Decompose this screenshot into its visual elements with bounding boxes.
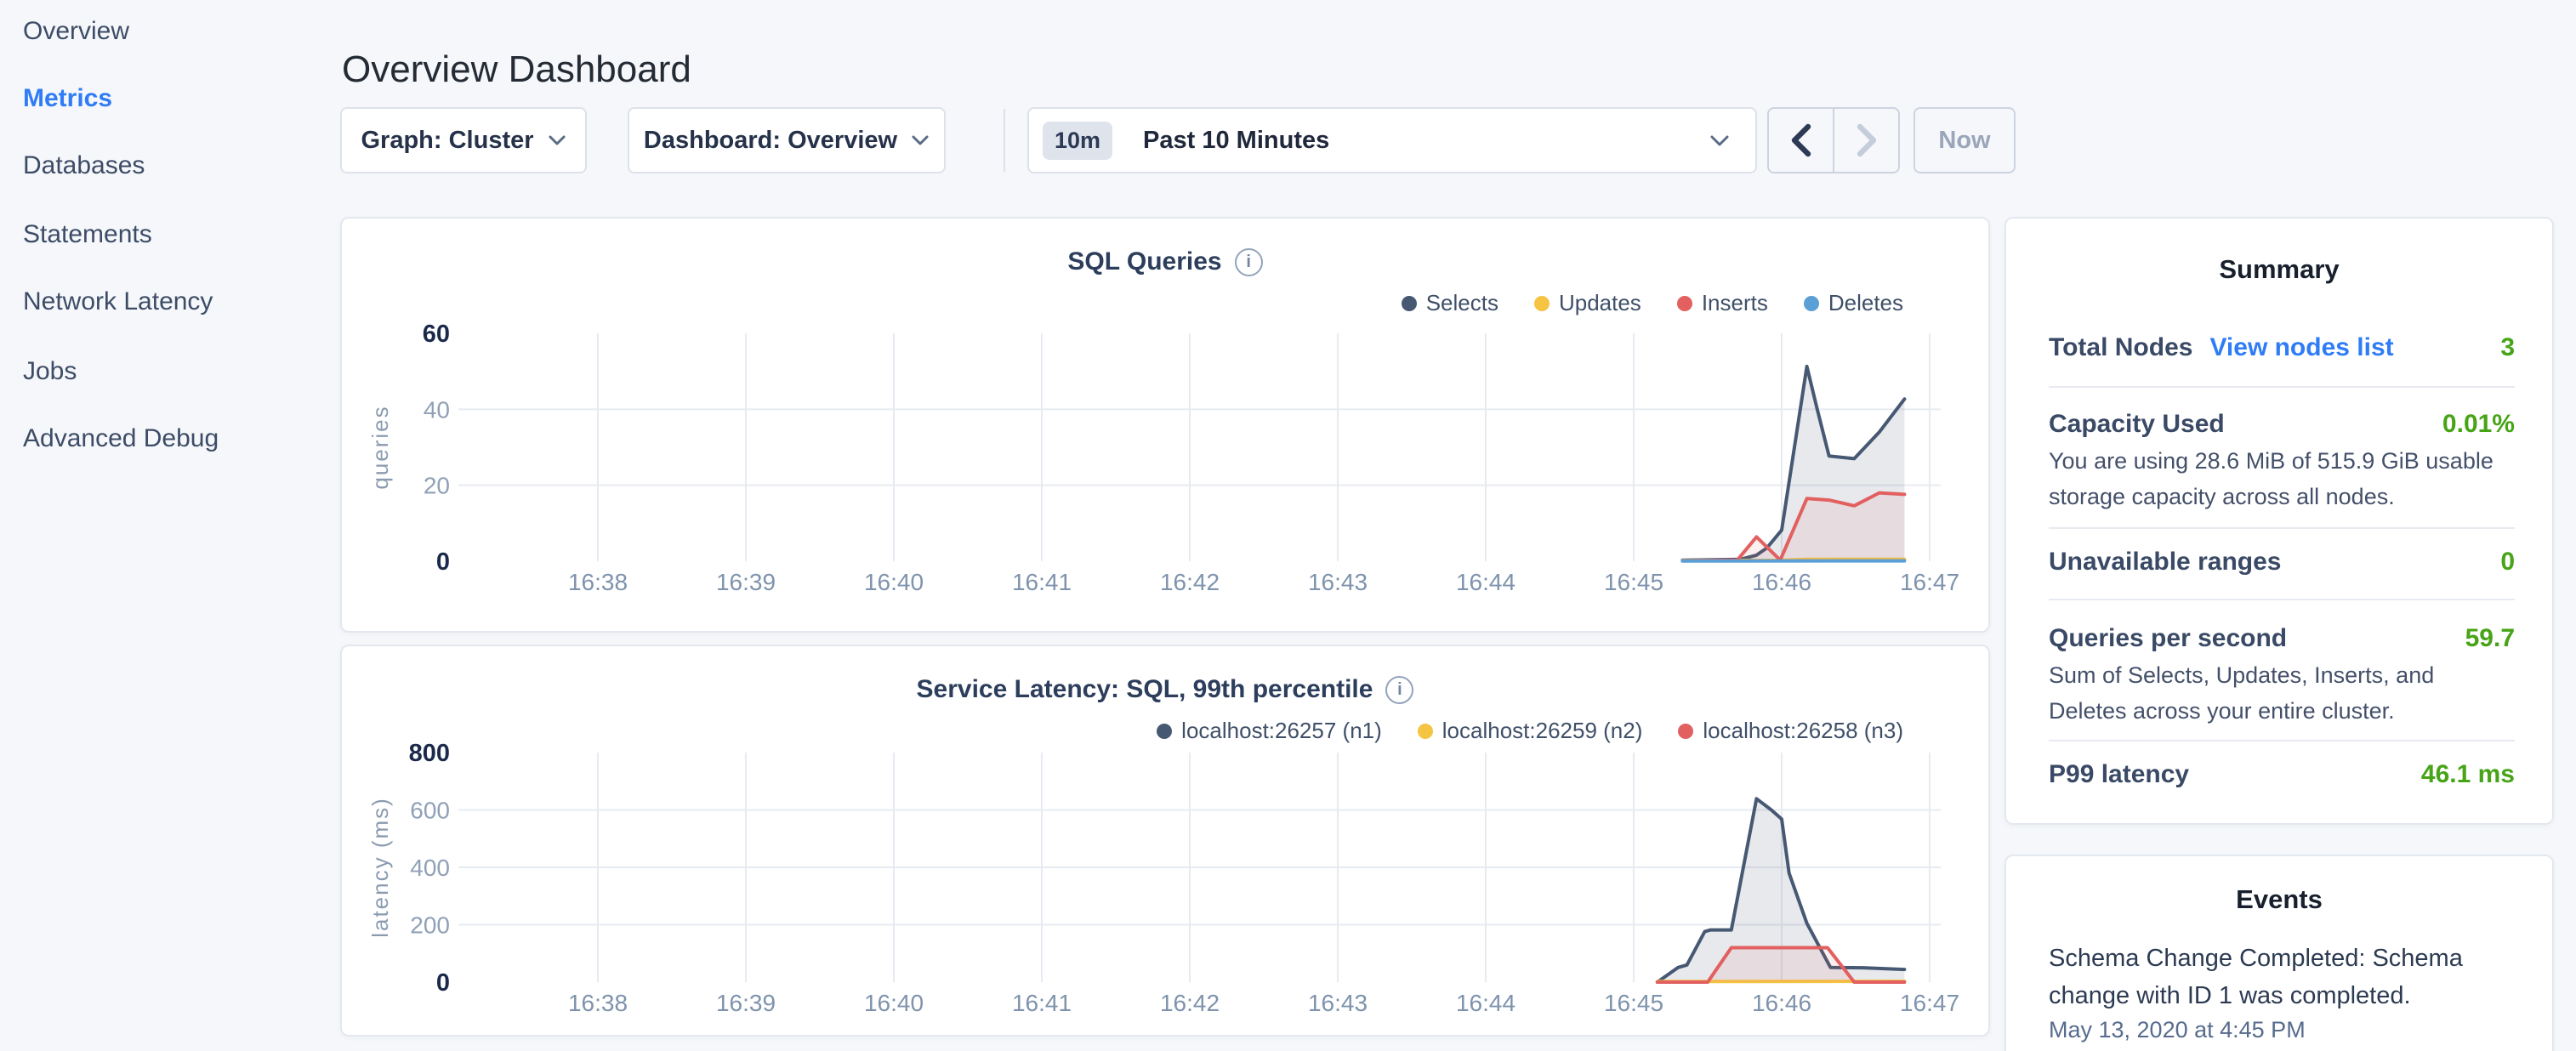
divider <box>2049 599 2515 600</box>
event-item-timestamp: May 13, 2020 at 4:45 PM <box>2049 1017 2306 1043</box>
svg-text:400: 400 <box>410 855 450 881</box>
view-nodes-list-link[interactable]: View nodes list <box>2209 333 2393 362</box>
summary-row-unavailable-ranges: Unavailable ranges 0 <box>2049 548 2515 577</box>
svg-text:16:44: 16:44 <box>1456 569 1515 595</box>
summary-value: 3 <box>2500 333 2515 362</box>
svg-text:16:38: 16:38 <box>568 569 628 595</box>
summary-value: 0.01% <box>2442 410 2515 439</box>
svg-text:16:45: 16:45 <box>1604 990 1663 1016</box>
service-latency-chart-card: Service Latency: SQL, 99th percentile i … <box>340 645 1990 1037</box>
svg-text:16:38: 16:38 <box>568 990 628 1016</box>
svg-text:40: 40 <box>424 396 450 423</box>
summary-label: Unavailable ranges <box>2049 548 2281 577</box>
summary-value: 46.1 ms <box>2421 760 2515 789</box>
previous-time-window-button[interactable] <box>1769 109 1833 172</box>
svg-text:0: 0 <box>436 969 450 997</box>
svg-text:16:40: 16:40 <box>864 569 924 595</box>
summary-label: P99 latency <box>2049 760 2189 789</box>
svg-text:60: 60 <box>423 321 450 348</box>
chevron-down-icon <box>1709 134 1730 147</box>
svg-text:600: 600 <box>410 798 450 824</box>
svg-text:0: 0 <box>436 548 450 576</box>
divider <box>2049 386 2515 388</box>
svg-text:800: 800 <box>409 740 450 767</box>
dashboard-dropdown[interactable]: Dashboard: Overview <box>628 107 946 173</box>
divider <box>2049 740 2515 741</box>
sidebar-item-overview[interactable]: Overview <box>23 16 129 47</box>
chevron-right-icon <box>1856 123 1878 157</box>
svg-text:16:42: 16:42 <box>1160 990 1220 1016</box>
event-item-text[interactable]: Schema Change Completed: Schema change w… <box>2049 940 2516 1014</box>
chevron-left-icon <box>1790 123 1812 157</box>
graph-scope-dropdown-label: Graph: Cluster <box>361 127 533 155</box>
time-window-badge: 10m <box>1043 122 1112 160</box>
summary-description: Sum of Selects, Updates, Inserts, and De… <box>2049 657 2518 729</box>
time-range-selector[interactable]: 10m Past 10 Minutes <box>1027 107 1757 173</box>
page-title: Overview Dashboard <box>342 48 691 91</box>
svg-text:queries: queries <box>367 405 393 489</box>
controls-divider <box>1004 109 1005 172</box>
svg-text:latency (ms): latency (ms) <box>367 797 393 938</box>
service-latency-chart-canvas[interactable]: 16:38 16:39 16:40 16:41 16:42 16:43 16:44 16:45… <box>342 646 1992 1038</box>
summary-row-capacity-used: Capacity Used 0.01% <box>2049 410 2515 439</box>
svg-text:16:46: 16:46 <box>1752 990 1811 1016</box>
svg-text:16:43: 16:43 <box>1308 569 1368 595</box>
svg-text:16:47: 16:47 <box>1900 990 1959 1016</box>
divider <box>2049 527 2515 529</box>
summary-row-p99-latency: P99 latency 46.1 ms <box>2049 760 2515 789</box>
sql-queries-chart-canvas[interactable]: 16:38 16:39 16:40 16:41 16:42 16:43 16:44 16:45… <box>342 219 1992 634</box>
summary-row-total-nodes: Total Nodes View nodes list 3 <box>2049 333 2515 362</box>
sql-queries-chart-card: SQL Queries i SelectsUpdatesInsertsDelet… <box>340 217 1990 633</box>
svg-text:20: 20 <box>424 473 450 499</box>
summary-panel: Summary Total Nodes View nodes list 3 Ca… <box>2005 217 2554 825</box>
summary-row-queries-per-second: Queries per second 59.7 <box>2049 624 2515 653</box>
svg-text:16:46: 16:46 <box>1752 569 1811 595</box>
sidebar-item-statements[interactable]: Statements <box>23 219 152 250</box>
svg-text:16:39: 16:39 <box>716 990 776 1016</box>
svg-text:16:40: 16:40 <box>864 990 924 1016</box>
events-panel: Events Schema Change Completed: Schema c… <box>2005 855 2554 1051</box>
svg-text:16:47: 16:47 <box>1900 569 1959 595</box>
dashboard-dropdown-label: Dashboard: Overview <box>644 127 897 155</box>
events-title: Events <box>2006 884 2552 915</box>
now-button[interactable]: Now <box>1914 107 2016 173</box>
svg-text:16:41: 16:41 <box>1012 569 1072 595</box>
next-time-window-button[interactable] <box>1833 109 1898 172</box>
sidebar-item-advanced-debug[interactable]: Advanced Debug <box>23 423 219 454</box>
sidebar-item-databases[interactable]: Databases <box>23 151 145 181</box>
svg-text:16:42: 16:42 <box>1160 569 1220 595</box>
svg-text:200: 200 <box>410 912 450 939</box>
sidebar-item-network-latency[interactable]: Network Latency <box>23 287 213 317</box>
sidebar-item-jobs[interactable]: Jobs <box>23 356 77 387</box>
summary-value: 59.7 <box>2465 624 2515 653</box>
sidebar-item-metrics[interactable]: Metrics <box>23 83 112 114</box>
svg-text:16:43: 16:43 <box>1308 990 1368 1016</box>
summary-label: Capacity Used <box>2049 410 2225 439</box>
summary-description: You are using 28.6 MiB of 515.9 GiB usab… <box>2049 443 2518 514</box>
summary-label: Total Nodes <box>2049 333 2192 362</box>
summary-title: Summary <box>2006 254 2552 285</box>
svg-text:16:45: 16:45 <box>1604 569 1663 595</box>
svg-text:16:41: 16:41 <box>1012 990 1072 1016</box>
summary-value: 0 <box>2500 548 2515 577</box>
sidebar-nav: Overview Metrics Databases Statements Ne… <box>0 0 340 1051</box>
time-step-buttons <box>1767 107 1900 173</box>
chevron-down-icon <box>911 134 930 146</box>
graph-scope-dropdown[interactable]: Graph: Cluster <box>340 107 587 173</box>
svg-text:16:39: 16:39 <box>716 569 776 595</box>
svg-text:16:44: 16:44 <box>1456 990 1515 1016</box>
time-window-label: Past 10 Minutes <box>1143 127 1709 155</box>
summary-label: Queries per second <box>2049 624 2287 653</box>
cockroachdb-admin-ui: { "sidebar": { "items": [ {"label": "Ove… <box>0 0 2576 1051</box>
chevron-down-icon <box>548 134 566 146</box>
